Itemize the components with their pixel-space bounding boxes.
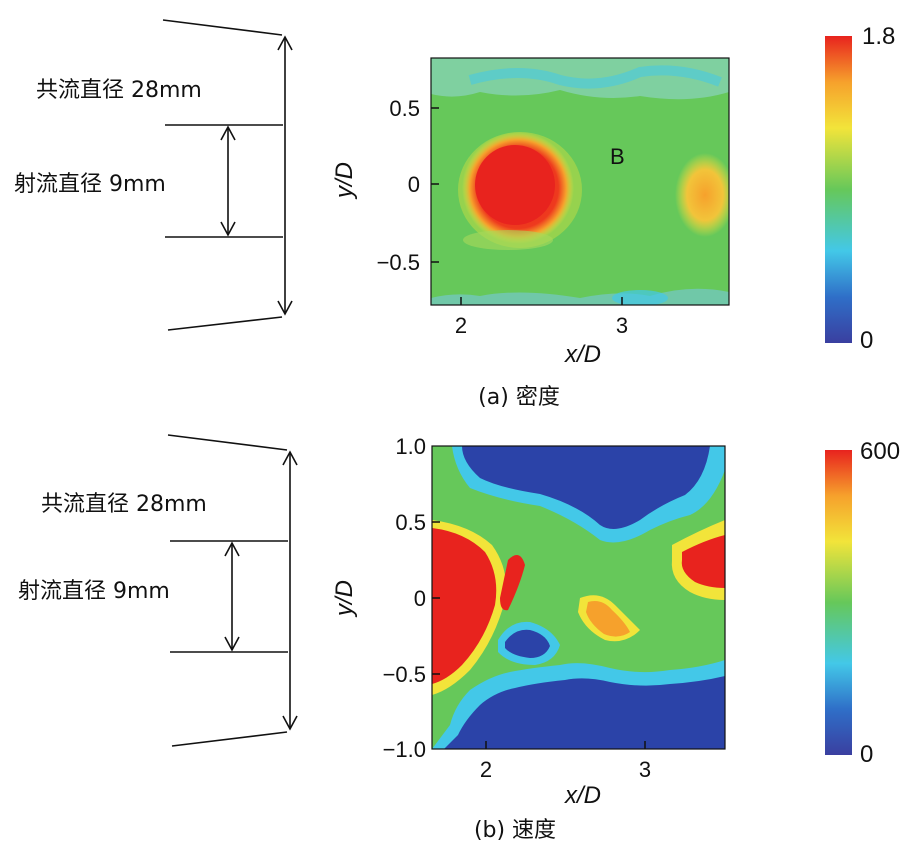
colorbar-min-label: 0 bbox=[860, 327, 873, 354]
coflow-diameter-label: 共流直径 28mm bbox=[41, 492, 207, 517]
caption-b: (b) 速度 bbox=[474, 818, 556, 843]
y-tick-label: 0.5 bbox=[389, 96, 420, 121]
y-tick-label: −0.5 bbox=[377, 250, 420, 275]
velocity-heatmap: 1.0 0.5 0 −0.5 −1.0 2 3 x/D y/D (b) 速度 bbox=[331, 434, 726, 843]
caption-a: (a) 密度 bbox=[478, 385, 560, 410]
arrowhead-down bbox=[224, 636, 240, 652]
coflow-wall-bottom bbox=[171, 731, 288, 747]
x-tick-label: 3 bbox=[616, 313, 628, 338]
density-heatmap: B 0.5 0 −0.5 2 3 x/D y/D (a) 密度 bbox=[331, 57, 730, 410]
y-tick-label: −1.0 bbox=[383, 737, 426, 762]
y-tick-label: 0.5 bbox=[395, 510, 426, 535]
arrowhead-down bbox=[277, 300, 293, 316]
y-tick-label: −0.5 bbox=[383, 662, 426, 687]
coflow-diameter-label: 共流直径 28mm bbox=[36, 78, 202, 103]
velocity-high-right bbox=[681, 535, 725, 588]
colorbar-a: 1.8 0 bbox=[825, 23, 895, 354]
y-tick-label: 1.0 bbox=[395, 434, 426, 459]
x-tick-label: 3 bbox=[639, 757, 651, 782]
x-tick-label: 2 bbox=[455, 313, 467, 338]
x-axis-label: x/D bbox=[564, 341, 601, 368]
velocity-high-jet bbox=[432, 528, 497, 684]
colorbar-b: 600 0 bbox=[825, 438, 900, 768]
annotation-b: B bbox=[610, 144, 625, 169]
coflow-wall-top bbox=[162, 19, 283, 36]
coflow-wall-top bbox=[167, 434, 288, 451]
arrowhead-up bbox=[220, 125, 236, 141]
y-tick-label: 0 bbox=[414, 586, 426, 611]
y-tick-label: 0 bbox=[408, 172, 420, 197]
jet-diameter-label: 射流直径 9mm bbox=[14, 172, 166, 197]
x-tick-label: 2 bbox=[480, 757, 492, 782]
density-core-orange bbox=[675, 153, 729, 237]
arrowhead-up bbox=[224, 541, 240, 557]
colorbar-max-label: 1.8 bbox=[862, 23, 895, 50]
nozzle-diagram-a: 共流直径 28mm 射流直径 9mm bbox=[14, 19, 293, 331]
velocity-low-top bbox=[462, 446, 710, 529]
heatmap-frame bbox=[430, 57, 730, 306]
y-axis-label: y/D bbox=[331, 580, 358, 618]
arrowhead-up bbox=[277, 35, 293, 51]
y-axis-label: y/D bbox=[331, 162, 358, 200]
x-axis-label: x/D bbox=[564, 782, 601, 809]
colorbar-gradient bbox=[825, 450, 852, 755]
arrowhead-down bbox=[220, 221, 236, 237]
arrowhead-up bbox=[282, 450, 298, 466]
coflow-wall-bottom bbox=[167, 316, 283, 331]
colorbar-max-label: 600 bbox=[860, 438, 900, 465]
arrowhead-down bbox=[282, 715, 298, 731]
velocity-low-bottom bbox=[444, 676, 725, 749]
colorbar-min-label: 0 bbox=[860, 741, 873, 768]
nozzle-diagram-b: 共流直径 28mm 射流直径 9mm bbox=[18, 434, 298, 747]
jet-diameter-label: 射流直径 9mm bbox=[18, 579, 170, 604]
colorbar-gradient bbox=[825, 36, 852, 343]
